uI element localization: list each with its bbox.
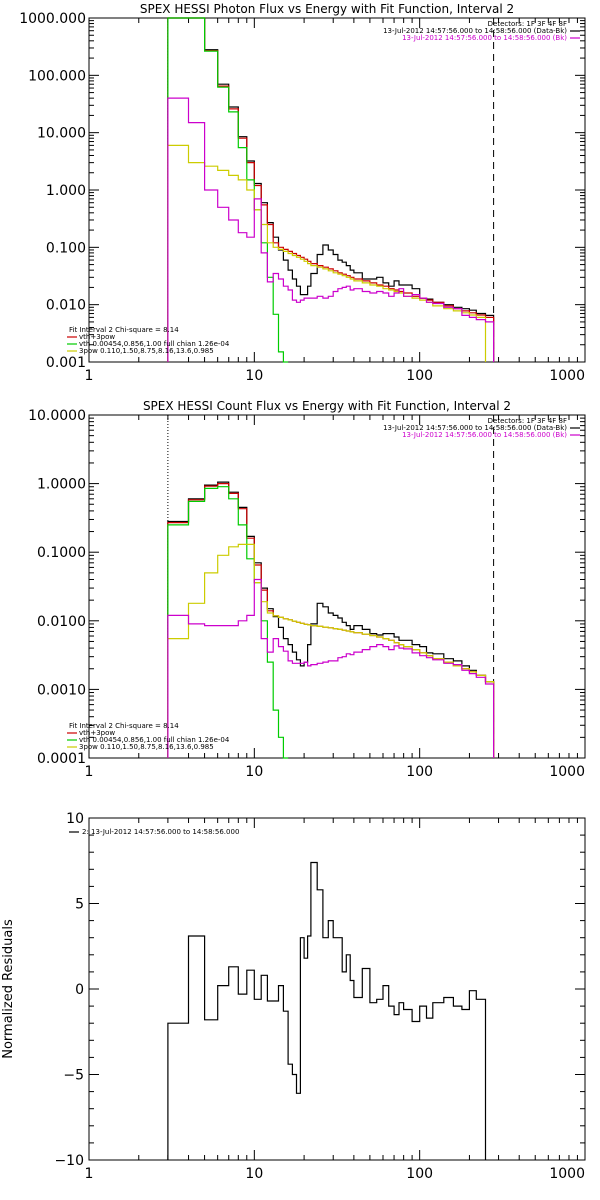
x-tick-label: 1 xyxy=(85,368,94,384)
legend-top-right-text: 13-Jul-2012 14:57:56.000 to 14:58:56.000… xyxy=(402,431,567,439)
y-tick-label: −5 xyxy=(63,1068,84,1084)
x-tick-label: 10 xyxy=(245,1166,263,1182)
y-tick-label: 0.001 xyxy=(46,355,86,371)
legend-bottom-left-text: Fit Interval 2 Chi-square = 8.14 xyxy=(69,326,179,334)
series-vth-3pow-line xyxy=(167,483,495,758)
x-tick-label: 1 xyxy=(85,764,94,780)
x-tick-label: 100 xyxy=(406,1166,433,1182)
legend-bottom-left-text: 3pow 0.110,1.50,8.75,8.16,13.6,0.985 xyxy=(79,347,214,355)
legend-bottom-left-text: vth+3pow xyxy=(79,333,115,341)
legend-top-right-text: Detectors: 1F 3F 4F 8F xyxy=(488,417,567,425)
y-tick-label: 0.100 xyxy=(46,240,86,256)
series-data-bk-line xyxy=(167,481,495,758)
legend-top-right-text: Detectors: 1F 3F 4F 8F xyxy=(488,20,567,28)
x-tick-label: 10 xyxy=(245,764,263,780)
plot-frame-1 xyxy=(88,17,586,363)
series-3pow-line xyxy=(167,144,487,362)
y-tick-label: 5 xyxy=(75,897,84,913)
legend-bottom-left-text: Fit Interval 2 Chi-square = 8.14 xyxy=(69,722,179,730)
y-tick-label: 10 xyxy=(66,811,84,827)
chart-title-2: SPEX HESSI Count Flux vs Energy with Fit… xyxy=(143,399,511,413)
y-tick-label: 1000.000 xyxy=(19,11,86,27)
legend-top-right-text: 13-Jul-2012 14:57:56.000 to 14:58:56.000… xyxy=(383,27,567,35)
x-tick-label: 100 xyxy=(406,368,433,384)
series-bk-line xyxy=(167,97,495,362)
x-tick-label: 100 xyxy=(406,764,433,780)
series-bk-line xyxy=(167,578,495,758)
y-tick-label: 0.010 xyxy=(46,298,86,314)
legend-bottom-left-text: vth 0.00454,0.856,1.00 full chian 1.26e-… xyxy=(79,340,230,348)
y-tick-label: −10 xyxy=(54,1153,84,1169)
y-tick-label: 10.0000 xyxy=(28,408,86,424)
legend-bottom-left-text: 3pow 0.110,1.50,8.75,8.16,13.6,0.985 xyxy=(79,743,214,751)
x-tick-label: 1000 xyxy=(549,1166,585,1182)
legend-top-right-text: 13-Jul-2012 14:57:56.000 to 14:58:56.000… xyxy=(402,34,567,42)
y-tick-label: 1.0000 xyxy=(37,477,86,493)
y-tick-label: 100.000 xyxy=(28,68,86,84)
x-tick-label: 1 xyxy=(85,1166,94,1182)
y-axis-label: Normalized Residuals xyxy=(1,919,16,1059)
y-tick-label: 0.0001 xyxy=(37,751,86,767)
chart-title-1: SPEX HESSI Photon Flux vs Energy with Fi… xyxy=(140,2,514,16)
y-tick-label: 0.0100 xyxy=(37,614,86,630)
x-tick-label: 1000 xyxy=(549,764,585,780)
plot-frame-2 xyxy=(88,414,586,759)
series-3pow-line xyxy=(167,543,495,758)
y-tick-label: 0 xyxy=(75,982,84,998)
y-tick-label: 10.000 xyxy=(37,126,86,142)
x-tick-label: 10 xyxy=(245,368,263,384)
series-vth-line xyxy=(167,486,289,759)
plot-frame-3 xyxy=(88,817,586,1161)
legend-top-right-text: 13-Jul-2012 14:57:56.000 to 14:58:56.000… xyxy=(383,424,567,432)
y-tick-label: 1.000 xyxy=(46,183,86,199)
series-vth-line xyxy=(167,17,289,363)
y-tick-label: 0.0010 xyxy=(37,682,86,698)
series-residuals-line xyxy=(167,861,487,1160)
legend-bottom-left-text: vth+3pow xyxy=(79,729,115,737)
x-tick-label: 1000 xyxy=(549,368,585,384)
legend-bottom-left-text: vth 0.00454,0.856,1.00 full chian 1.26e-… xyxy=(79,736,230,744)
y-tick-label: 0.1000 xyxy=(37,545,86,561)
legend-top-left-text: 2: 13-Jul-2012 14:57:56.000 to 14:58:56.… xyxy=(82,828,239,836)
